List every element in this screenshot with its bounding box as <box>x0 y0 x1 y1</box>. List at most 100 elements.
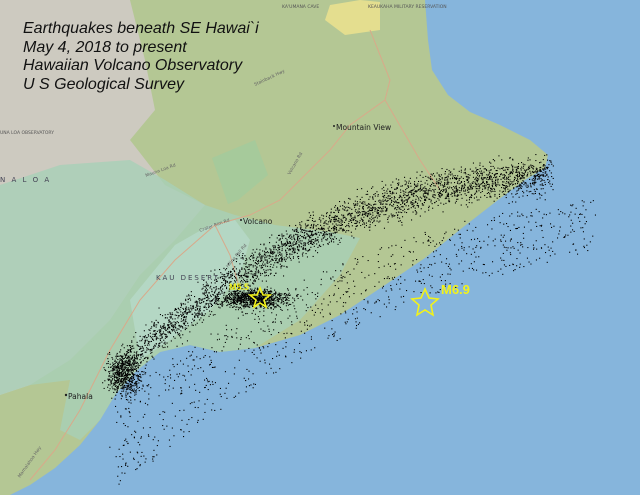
earthquake-dot <box>432 194 434 196</box>
earthquake-dot <box>206 377 208 379</box>
earthquake-dot <box>503 169 505 171</box>
earthquake-dot <box>243 285 245 287</box>
earthquake-dot <box>476 190 478 192</box>
earthquake-dot <box>240 295 242 297</box>
earthquake-dot <box>202 287 204 289</box>
earthquake-dot <box>116 391 118 393</box>
earthquake-dot <box>116 391 118 393</box>
earthquake-dot <box>475 188 477 190</box>
earthquake-dot <box>408 205 410 207</box>
earthquake-dot <box>503 181 505 183</box>
earthquake-dot <box>170 325 172 327</box>
earthquake-dot <box>226 300 228 302</box>
earthquake-dot <box>269 301 271 303</box>
earthquake-dot <box>319 244 321 246</box>
earthquake-dot <box>207 284 209 286</box>
earthquake-dot <box>270 297 272 299</box>
earthquake-dot <box>268 293 270 295</box>
earthquake-dot <box>266 261 268 263</box>
earthquake-dot <box>167 331 169 333</box>
earthquake-dot <box>267 302 269 304</box>
earthquake-dot <box>327 238 329 240</box>
earthquake-dot <box>256 266 258 268</box>
earthquake-dot <box>124 381 126 383</box>
earthquake-dot <box>410 185 412 187</box>
earthquake-dot <box>162 347 164 349</box>
earthquake-dot <box>117 367 119 369</box>
earthquake-dot <box>235 294 237 296</box>
earthquake-dot <box>132 379 134 381</box>
earthquake-dot <box>459 182 461 184</box>
earthquake-dot <box>543 169 545 171</box>
earthquake-dot <box>400 195 402 197</box>
earthquake-dot <box>504 178 506 180</box>
earthquake-dot <box>294 250 296 252</box>
earthquake-dot <box>275 292 277 294</box>
earthquake-dot <box>146 344 148 346</box>
earthquake-dot <box>533 182 535 184</box>
earthquake-dot <box>252 310 254 312</box>
earthquake-dot <box>463 190 465 192</box>
earthquake-dot <box>214 295 216 297</box>
earthquake-dot <box>295 224 297 226</box>
earthquake-dot <box>446 194 448 196</box>
earthquake-dot <box>144 340 146 342</box>
earthquake-dot <box>257 297 259 299</box>
earthquake-dot <box>573 230 575 232</box>
earthquake-dot <box>226 268 228 270</box>
earthquake-dot <box>307 224 309 226</box>
earthquake-dot <box>358 211 360 213</box>
earthquake-dot <box>121 386 123 388</box>
earthquake-dot <box>467 177 469 179</box>
earthquake-dot <box>516 174 518 176</box>
earthquake-dot <box>199 319 201 321</box>
earthquake-dot <box>117 387 119 389</box>
earthquake-dot <box>137 378 139 380</box>
earthquake-dot <box>538 174 540 176</box>
earthquake-dot <box>276 355 278 357</box>
earthquake-dot <box>438 195 440 197</box>
earthquake-dot <box>214 269 216 271</box>
earthquake-dot <box>133 347 135 349</box>
earthquake-dot <box>121 371 123 373</box>
earthquake-dot <box>257 300 259 302</box>
earthquake-dot <box>241 295 243 297</box>
earthquake-dot <box>145 356 147 358</box>
earthquake-dot <box>156 336 158 338</box>
earthquake-dot <box>112 358 114 360</box>
earthquake-dot <box>449 200 451 202</box>
earthquake-dot <box>168 321 170 323</box>
earthquake-dot <box>136 386 138 388</box>
earthquake-dot <box>252 305 254 307</box>
earthquake-dot <box>532 178 534 180</box>
earthquake-dot <box>259 265 261 267</box>
earthquake-dot <box>258 291 260 293</box>
earthquake-dot <box>495 179 497 181</box>
earthquake-dot <box>283 257 285 259</box>
earthquake-dot <box>297 231 299 233</box>
earthquake-dot <box>190 311 192 313</box>
earthquake-dot <box>120 382 122 384</box>
earthquake-dot <box>289 242 291 244</box>
earthquake-dot <box>412 203 414 205</box>
earthquake-dot <box>384 199 386 201</box>
earthquake-dot <box>406 199 408 201</box>
earthquake-dot <box>207 303 209 305</box>
earthquake-dot <box>129 380 131 382</box>
earthquake-dot <box>276 237 278 239</box>
earthquake-dot <box>180 305 182 307</box>
earthquake-dot <box>144 351 146 353</box>
earthquake-dot <box>504 193 506 195</box>
earthquake-dot <box>160 326 162 328</box>
earthquake-dot <box>128 364 130 366</box>
earthquake-dot <box>159 343 161 345</box>
earthquake-dot <box>124 377 126 379</box>
earthquake-dot <box>502 184 504 186</box>
earthquake-dot <box>469 185 471 187</box>
earthquake-dot <box>180 325 182 327</box>
earthquake-dot <box>259 256 261 258</box>
earthquake-dot <box>135 382 137 384</box>
earthquake-dot <box>514 183 516 185</box>
earthquake-dot <box>265 259 267 261</box>
